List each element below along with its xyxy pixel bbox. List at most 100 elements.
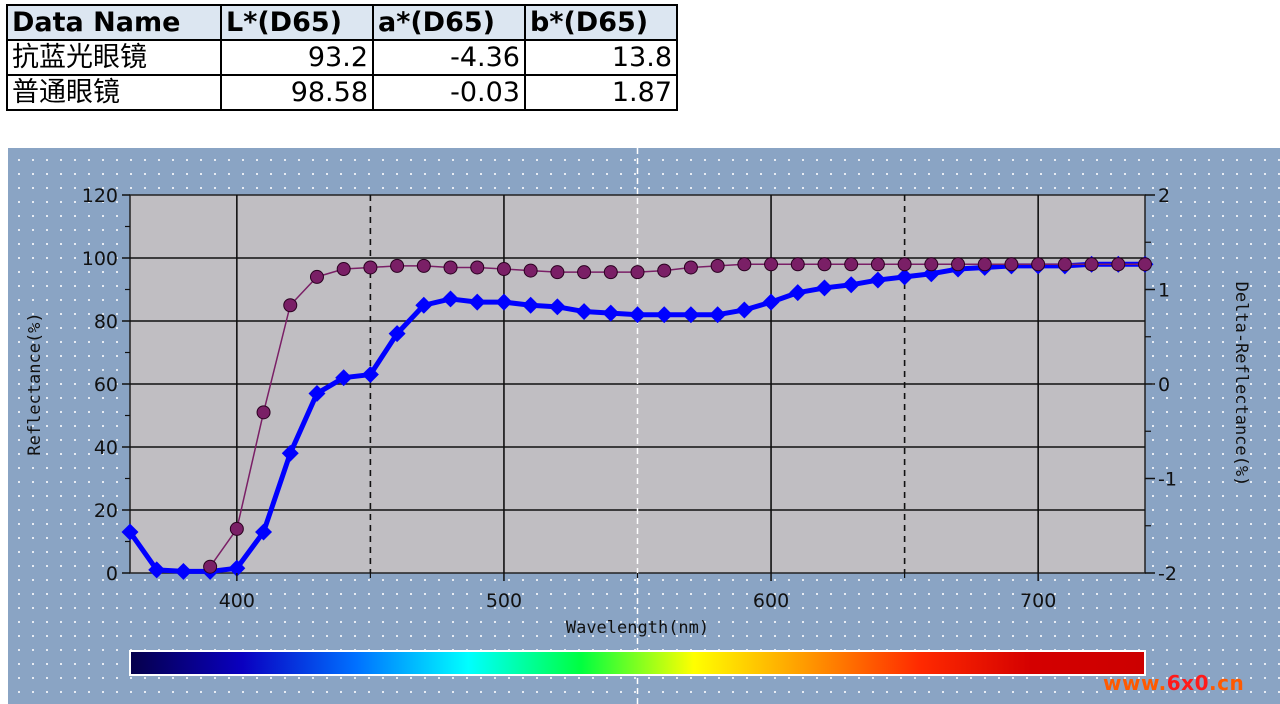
data-point-blue bbox=[121, 523, 139, 541]
data-point-blue bbox=[735, 301, 753, 319]
x-tick-label: 400 bbox=[219, 590, 255, 612]
data-point-purple bbox=[256, 405, 271, 420]
data-point-blue bbox=[174, 562, 192, 580]
data-point-purple bbox=[523, 263, 538, 278]
data-point-purple bbox=[1084, 257, 1099, 272]
data-point-purple bbox=[817, 257, 832, 272]
col-header-b: b*(D65) bbox=[524, 4, 678, 41]
data-point-purple bbox=[363, 260, 378, 275]
col-header-data-name: Data Name bbox=[6, 4, 222, 41]
y2-tick-label: 2 bbox=[1158, 185, 1170, 207]
data-point-purple bbox=[470, 260, 485, 275]
spectrum-colorbar bbox=[129, 650, 1146, 676]
data-point-purple bbox=[336, 262, 351, 277]
y2-tick-label: 0 bbox=[1158, 374, 1170, 396]
data-point-blue bbox=[655, 306, 673, 324]
data-point-blue bbox=[442, 290, 460, 308]
col-header-l: L*(D65) bbox=[220, 4, 374, 41]
data-point-purple bbox=[1004, 257, 1019, 272]
data-point-purple bbox=[203, 559, 218, 574]
data-point-purple bbox=[1031, 257, 1046, 272]
y-tick-label: 80 bbox=[94, 311, 118, 333]
y-axis-label: Reflectance(%) bbox=[25, 312, 45, 455]
watermark-part-c: .cn bbox=[1208, 671, 1245, 695]
reflectance-chart: 0 20 40 60 80 100 120 -2 -1 0 1 2 400 500 600 700 Wav… bbox=[25, 148, 1251, 704]
data-point-purple bbox=[977, 257, 992, 272]
data-point-blue bbox=[762, 293, 780, 311]
cell-b: 1.87 bbox=[524, 74, 678, 111]
data-point-blue bbox=[869, 271, 887, 289]
data-point-purple bbox=[844, 257, 859, 272]
data-point-blue bbox=[682, 306, 700, 324]
x-axis: 400 500 600 700 bbox=[219, 573, 1056, 612]
data-point-blue bbox=[548, 298, 566, 316]
data-point-purple bbox=[229, 521, 244, 536]
cell-a: -4.36 bbox=[372, 39, 526, 76]
data-point-purple bbox=[924, 257, 939, 272]
cell-l: 98.58 bbox=[220, 74, 374, 111]
data-point-blue bbox=[575, 303, 593, 321]
y2-tick-label: -2 bbox=[1158, 563, 1177, 585]
table-header-row: Data Name L*(D65) a*(D65) b*(D65) bbox=[6, 4, 678, 41]
cell-name: 抗蓝光眼镜 bbox=[6, 39, 222, 76]
data-point-purple bbox=[790, 257, 805, 272]
data-point-blue bbox=[361, 366, 379, 384]
watermark-part-b: 6x0 bbox=[1166, 671, 1209, 695]
data-point-purple bbox=[657, 263, 672, 278]
cell-b: 13.8 bbox=[524, 39, 678, 76]
data-point-blue bbox=[522, 296, 540, 314]
y-tick-label: 120 bbox=[82, 185, 118, 207]
data-point-blue bbox=[308, 384, 326, 402]
data-point-purple bbox=[309, 269, 324, 284]
data-point-blue bbox=[255, 523, 273, 541]
data-point-purple bbox=[1057, 257, 1072, 272]
col-header-a: a*(D65) bbox=[372, 4, 526, 41]
y-tick-label: 100 bbox=[82, 248, 118, 270]
watermark: www.6x0.cn bbox=[1103, 671, 1244, 695]
cell-l: 93.2 bbox=[220, 39, 374, 76]
data-point-purple bbox=[577, 265, 592, 280]
data-point-purple bbox=[1138, 257, 1152, 272]
x-axis-label: Wavelength(nm) bbox=[566, 618, 709, 638]
data-point-purple bbox=[630, 265, 645, 280]
data-point-purple bbox=[764, 257, 779, 272]
data-point-blue bbox=[415, 296, 433, 314]
cie-data-table: Data Name L*(D65) a*(D65) b*(D65) 抗蓝光眼镜 … bbox=[6, 4, 678, 111]
y-axis-left: 0 20 40 60 80 100 120 bbox=[82, 185, 130, 585]
cell-a: -0.03 bbox=[372, 74, 526, 111]
watermark-part-a: www. bbox=[1103, 671, 1167, 695]
data-point-blue bbox=[789, 284, 807, 302]
data-point-purple bbox=[1111, 257, 1126, 272]
data-point-blue bbox=[842, 276, 860, 294]
table-row: 普通眼镜 98.58 -0.03 1.87 bbox=[6, 74, 678, 111]
table-row: 抗蓝光眼镜 93.2 -4.36 13.8 bbox=[6, 39, 678, 76]
data-point-purple bbox=[603, 265, 618, 280]
y-axis-right: -2 -1 0 1 2 bbox=[1145, 185, 1177, 585]
x-tick-label: 500 bbox=[486, 590, 522, 612]
y2-tick-label: 1 bbox=[1158, 280, 1170, 302]
y-tick-label: 0 bbox=[106, 563, 118, 585]
data-point-blue bbox=[148, 561, 166, 579]
data-point-purple bbox=[550, 265, 565, 280]
data-point-purple bbox=[710, 258, 725, 273]
x-tick-label: 600 bbox=[753, 590, 789, 612]
y-tick-label: 20 bbox=[94, 500, 118, 522]
data-point-purple bbox=[390, 258, 405, 273]
data-point-purple bbox=[416, 258, 431, 273]
data-point-blue bbox=[335, 369, 353, 387]
data-point-purple bbox=[443, 260, 458, 275]
cell-name: 普通眼镜 bbox=[6, 74, 222, 111]
y2-tick-label: -1 bbox=[1158, 469, 1177, 491]
data-point-purple bbox=[897, 257, 912, 272]
y-tick-label: 40 bbox=[94, 437, 118, 459]
y-tick-label: 60 bbox=[94, 374, 118, 396]
x-tick-label: 700 bbox=[1020, 590, 1056, 612]
data-point-purple bbox=[870, 257, 885, 272]
data-point-blue bbox=[709, 306, 727, 324]
data-point-blue bbox=[495, 293, 513, 311]
data-point-blue bbox=[815, 279, 833, 297]
data-point-purple bbox=[496, 262, 511, 277]
series-layer bbox=[121, 255, 1154, 580]
y2-axis-label: Delta-Reflectance(%) bbox=[1231, 282, 1251, 487]
data-point-blue bbox=[281, 444, 299, 462]
